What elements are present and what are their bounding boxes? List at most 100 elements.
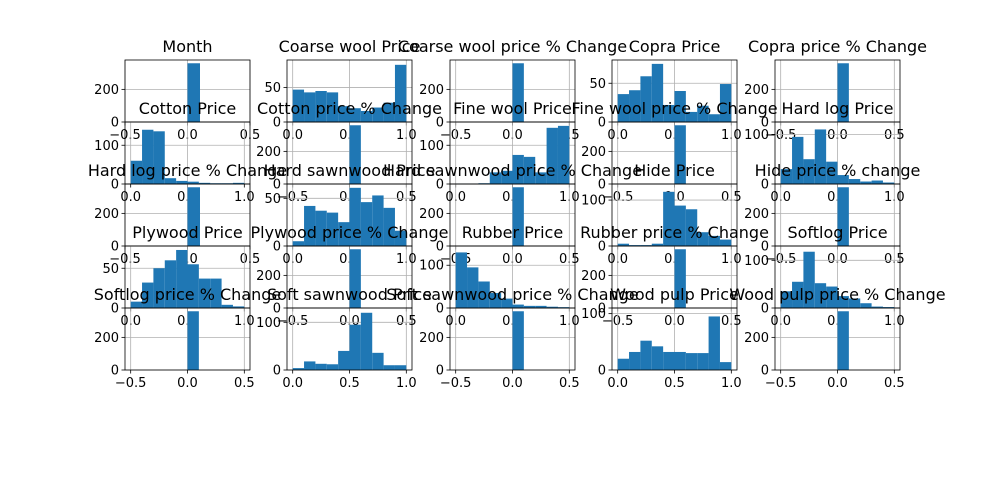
- subplot-title: Rubber Price: [462, 223, 563, 242]
- histogram-bar: [304, 205, 316, 246]
- histogram-bar: [315, 210, 327, 246]
- x-tick-label: 0.0: [120, 190, 141, 205]
- y-tick-label: 100: [744, 128, 769, 143]
- subplot-title: Soft sawnwood price % Change: [386, 285, 638, 304]
- histogram-bar: [719, 239, 732, 246]
- x-tick-label: −0.5: [440, 376, 472, 391]
- y-tick-label: 200: [744, 207, 769, 222]
- y-tick-label: 0: [436, 116, 444, 131]
- y-tick-label: 200: [581, 145, 606, 160]
- x-tick-label: 0.5: [234, 376, 255, 391]
- histogram-bar: [210, 278, 222, 308]
- subplot-title: Hard sawnwood price % Change: [383, 161, 642, 180]
- histogram-bar: [708, 235, 720, 246]
- histogram-bar: [304, 92, 316, 122]
- histogram-bar: [164, 260, 177, 308]
- subplot-title: Wood pulp Price: [610, 285, 739, 304]
- x-tick-label: 0.0: [282, 376, 303, 391]
- histogram-bar: [372, 352, 384, 370]
- histogram-bar: [617, 94, 630, 122]
- histogram-bar: [719, 362, 732, 370]
- histogram-bar: [478, 281, 490, 308]
- subplot-wood-pulp-price-pct-change: −0.5 0.0 0.5 0 200 Wood pulp price % Change: [729, 285, 945, 391]
- histogram-bar: [685, 353, 698, 370]
- y-tick-label: 0: [111, 116, 119, 131]
- histogram-bar: [292, 89, 305, 122]
- histogram-bar: [640, 245, 652, 246]
- subplot-softlog-price-pct-change: −0.5 0.0 0.5 0 200 Softlog price % Change: [94, 285, 282, 391]
- x-tick-label: 0.0: [177, 376, 198, 391]
- subplot-title: Coarse wool price % Change: [398, 37, 627, 56]
- y-tick-label: 200: [94, 207, 119, 222]
- histogram-bar: [708, 114, 720, 122]
- histogram-bar: [780, 291, 793, 308]
- histogram-bar: [523, 305, 536, 308]
- histogram-bar: [546, 306, 558, 308]
- y-tick-label: 0: [273, 302, 281, 317]
- y-tick-label: 100: [581, 194, 606, 209]
- subplot-title: Hard sawnwood Price: [264, 161, 436, 180]
- histogram-bar: [164, 178, 177, 184]
- histogram-bar: [697, 353, 709, 370]
- y-tick-label: 0: [598, 364, 606, 379]
- subplot-title: Fine wool price % Change: [571, 99, 777, 118]
- subplot-title: Hide price % change: [755, 161, 921, 180]
- histogram-bar: [187, 63, 200, 122]
- histogram-bar: [176, 249, 188, 308]
- histogram-bar: [394, 64, 407, 122]
- histogram-bar: [467, 267, 479, 308]
- histogram-bar: [663, 191, 675, 246]
- histogram-bar: [187, 181, 199, 184]
- histogram-bar: [523, 156, 536, 184]
- y-tick-label: 100: [581, 307, 606, 322]
- histogram-bar: [489, 293, 502, 308]
- histogram-bar: [315, 363, 327, 370]
- y-tick-label: 50: [264, 192, 281, 207]
- histogram-bar: [130, 301, 143, 308]
- subplot-title: Month: [162, 37, 212, 56]
- y-tick-label: 200: [94, 331, 119, 346]
- subplot-title: Cotton price % Change: [257, 99, 442, 118]
- histogram-bar: [349, 108, 361, 122]
- histogram-bar: [708, 316, 720, 370]
- x-tick-label: 0.0: [827, 376, 848, 391]
- subplot-title: Plywood Price: [132, 223, 243, 242]
- histogram-bar: [372, 195, 384, 246]
- histogram-bar: [557, 307, 570, 308]
- histogram-bar: [153, 268, 165, 308]
- histogram-bar: [198, 278, 211, 308]
- subplot-title: Wood pulp price % Change: [729, 285, 945, 304]
- subplot-soft-sawnwood-price-pct-change: −0.5 0.0 0.5 0 200 Soft sawnwood price % Chan…: [386, 285, 638, 391]
- subplot-title: Hard log Price: [782, 99, 894, 118]
- histogram-bar: [780, 169, 793, 184]
- histogram-bar: [292, 368, 305, 370]
- histogram-bar: [326, 364, 339, 370]
- y-tick-label: 200: [744, 331, 769, 346]
- histogram-bar: [803, 159, 815, 184]
- subplot-title: Soft sawnwood Price: [267, 285, 432, 304]
- histogram-bar: [663, 351, 675, 370]
- histogram-bar: [663, 104, 675, 122]
- histogram-bar: [349, 187, 361, 246]
- y-tick-label: 100: [419, 259, 444, 274]
- histogram-bar: [489, 172, 502, 184]
- x-tick-label: 1.0: [396, 376, 417, 391]
- histogram-bar: [383, 207, 395, 246]
- histogram-bar: [360, 312, 373, 370]
- histogram-bar: [512, 63, 524, 122]
- histogram-bar: [837, 63, 849, 122]
- histogram-bar: [198, 182, 211, 184]
- histogram-bar: [176, 180, 188, 184]
- x-tick-label: 0.0: [607, 376, 628, 391]
- histogram-bar: [326, 92, 339, 122]
- y-tick-label: 0: [598, 116, 606, 131]
- histogram-bar: [535, 305, 547, 308]
- histogram-bar: [221, 304, 233, 308]
- histogram-bar: [617, 243, 630, 246]
- histogram-bar: [142, 129, 154, 184]
